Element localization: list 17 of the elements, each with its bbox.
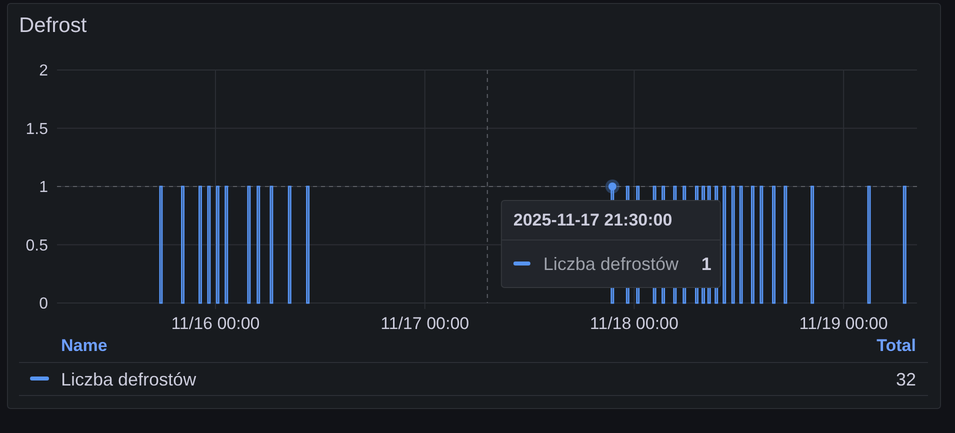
y-tick-label: 2 — [39, 62, 48, 80]
annotation: 2025-11-17 21:30:00 — [513, 210, 672, 230]
y-tick-label: 1.5 — [26, 120, 48, 138]
text: Total — [876, 336, 916, 355]
x-tick-label: 11/19 00:00 — [799, 314, 888, 333]
text: 32 — [896, 370, 916, 390]
legend-label: Liczba defrostów — [543, 254, 680, 274]
y-tick-label: 1 — [39, 179, 48, 196]
x-tick-label: 11/18 00:00 — [590, 314, 678, 333]
legend-title: Name — [61, 336, 108, 355]
text: Liczba defrostów — [61, 370, 196, 390]
x-tick-label: 11/16 00:00 — [171, 314, 260, 333]
chart-title: Defrost — [19, 14, 87, 37]
x-tick-label: 11/17 00:00 — [380, 314, 470, 333]
annotation: 1 — [701, 254, 712, 274]
y-tick-label: 0 — [39, 296, 48, 313]
y-tick-label: 0.5 — [26, 237, 48, 254]
